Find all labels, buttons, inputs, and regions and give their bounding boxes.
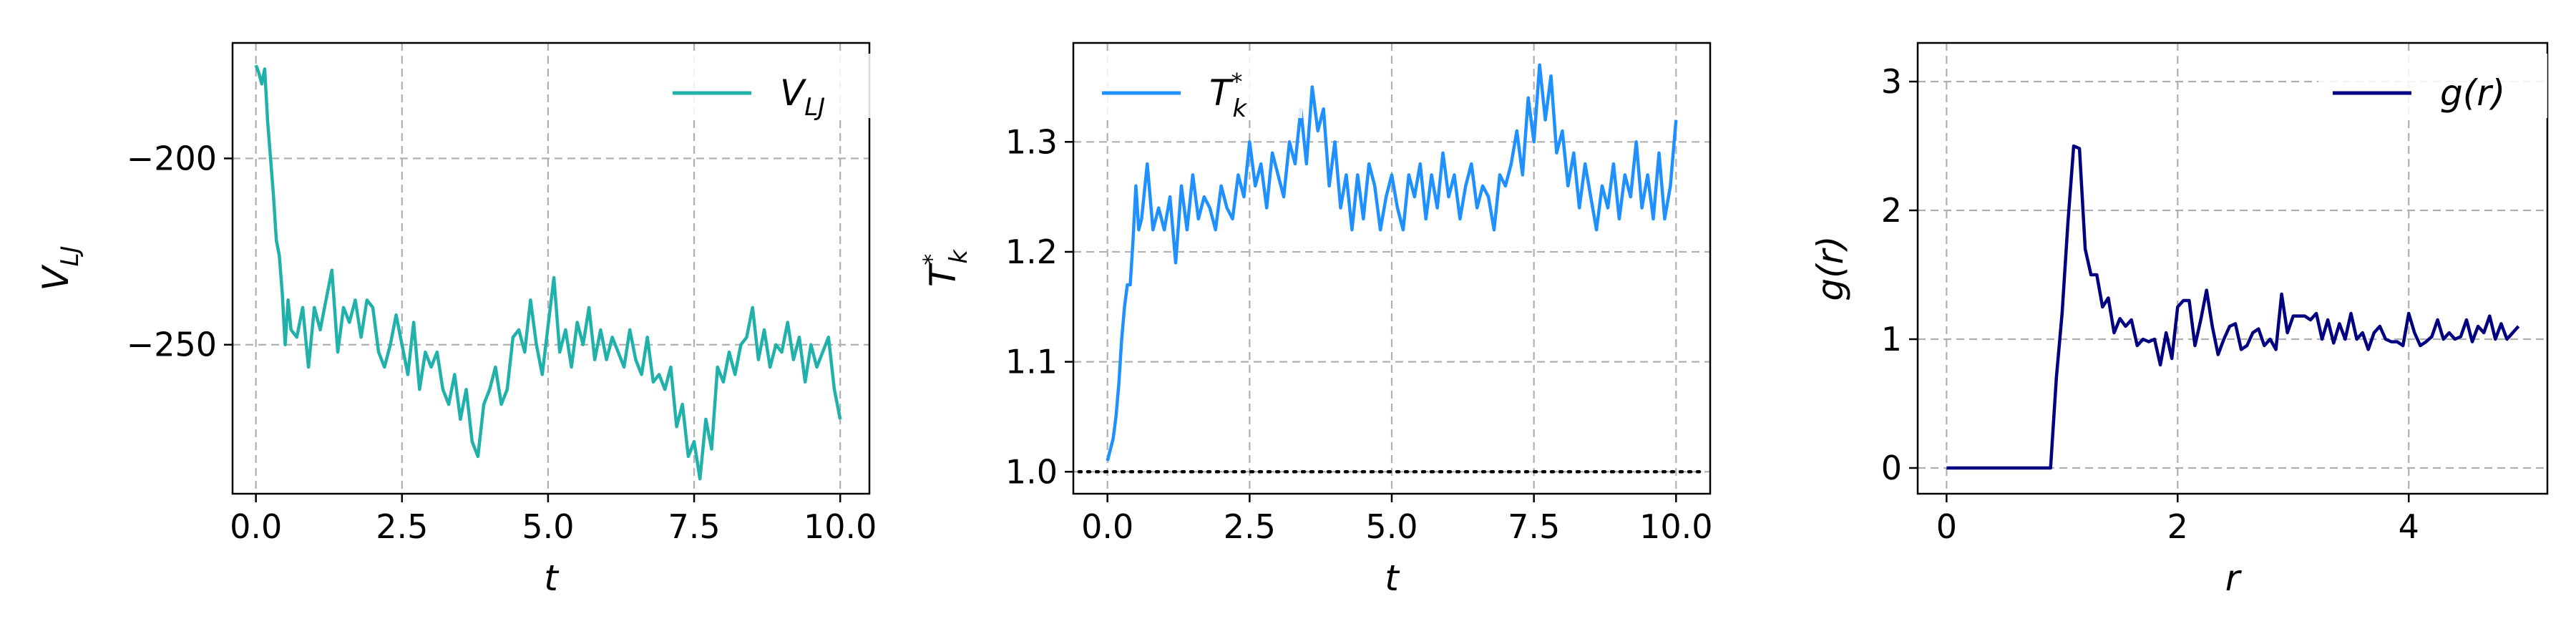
x-tick-label: 2.5	[1224, 507, 1276, 546]
y-tick-label: 1.0	[1005, 452, 1058, 491]
y-tick-label: 1	[1881, 320, 1902, 358]
x-tick-label: 0	[1936, 507, 1957, 546]
y-tick-label: 2	[1881, 191, 1902, 230]
x-axis-label: r	[2225, 557, 2243, 599]
x-tick-label: 4	[2399, 507, 2419, 546]
series-line-1	[1106, 63, 1678, 462]
y-axis-label: g(r)	[1810, 235, 1851, 301]
x-tick-label: 10.0	[804, 507, 877, 546]
legend-entry: g(r)	[2440, 72, 2505, 114]
x-tick-label: 5.0	[1365, 507, 1418, 546]
x-tick-label: 2.5	[376, 507, 428, 546]
legend: VLJ	[658, 54, 873, 122]
x-tick-label: 5.0	[522, 507, 574, 546]
series-line-1	[1946, 144, 2520, 470]
y-axis-label-text: VLJ	[35, 245, 84, 291]
x-tick-label: 10.0	[1639, 507, 1712, 546]
legend-entry: T* k	[1209, 68, 1248, 123]
x-tick-label: 7.5	[1508, 507, 1560, 546]
x-tick-label: 0.0	[230, 507, 282, 546]
y-tick-label: 1.2	[1005, 233, 1058, 271]
chart-panel-2: 0.0 2.5 5.0 7.5 10.0 1.0 1.1 1.2 1.3 t T*k T* k	[918, 42, 1713, 599]
chart-panel-1: 0.0 2.5 5.0 7.5 10.0 −200 −250 t VLJ VLJ	[35, 42, 877, 599]
legend-background	[1088, 54, 1302, 118]
x-axis-label: t	[544, 557, 560, 599]
x-tick-label: 2	[2167, 507, 2188, 546]
y-axis-label: VLJ	[35, 245, 84, 291]
y-axis-label-text: T*k	[918, 249, 973, 288]
legend: T* k	[1088, 54, 1302, 123]
legend: g(r)	[2318, 54, 2547, 118]
y-axis-label: T*k	[918, 249, 973, 288]
y-tick-label: 1.1	[1005, 343, 1058, 381]
y-tick-label: 0	[1881, 449, 1902, 487]
x-tick-label: 7.5	[668, 507, 720, 546]
legend-background	[658, 54, 873, 118]
series-line-1	[254, 64, 842, 481]
y-tick-label: 3	[1881, 62, 1902, 101]
chart-panel-3: 0 2 4 0 1 2 3 r g(r) g(r)	[1810, 42, 2549, 599]
plot-frame	[1916, 42, 2549, 495]
y-axis-label-text: g(r)	[1810, 235, 1851, 301]
x-axis-label: t	[1385, 557, 1400, 599]
y-tick-label: −250	[127, 326, 217, 364]
legend-entry: VLJ	[780, 72, 825, 122]
y-tick-label: −200	[127, 139, 217, 177]
y-tick-label: 1.3	[1005, 122, 1058, 161]
legend-background	[2318, 54, 2547, 118]
x-tick-label: 0.0	[1081, 507, 1133, 546]
plot-frame	[231, 42, 871, 495]
